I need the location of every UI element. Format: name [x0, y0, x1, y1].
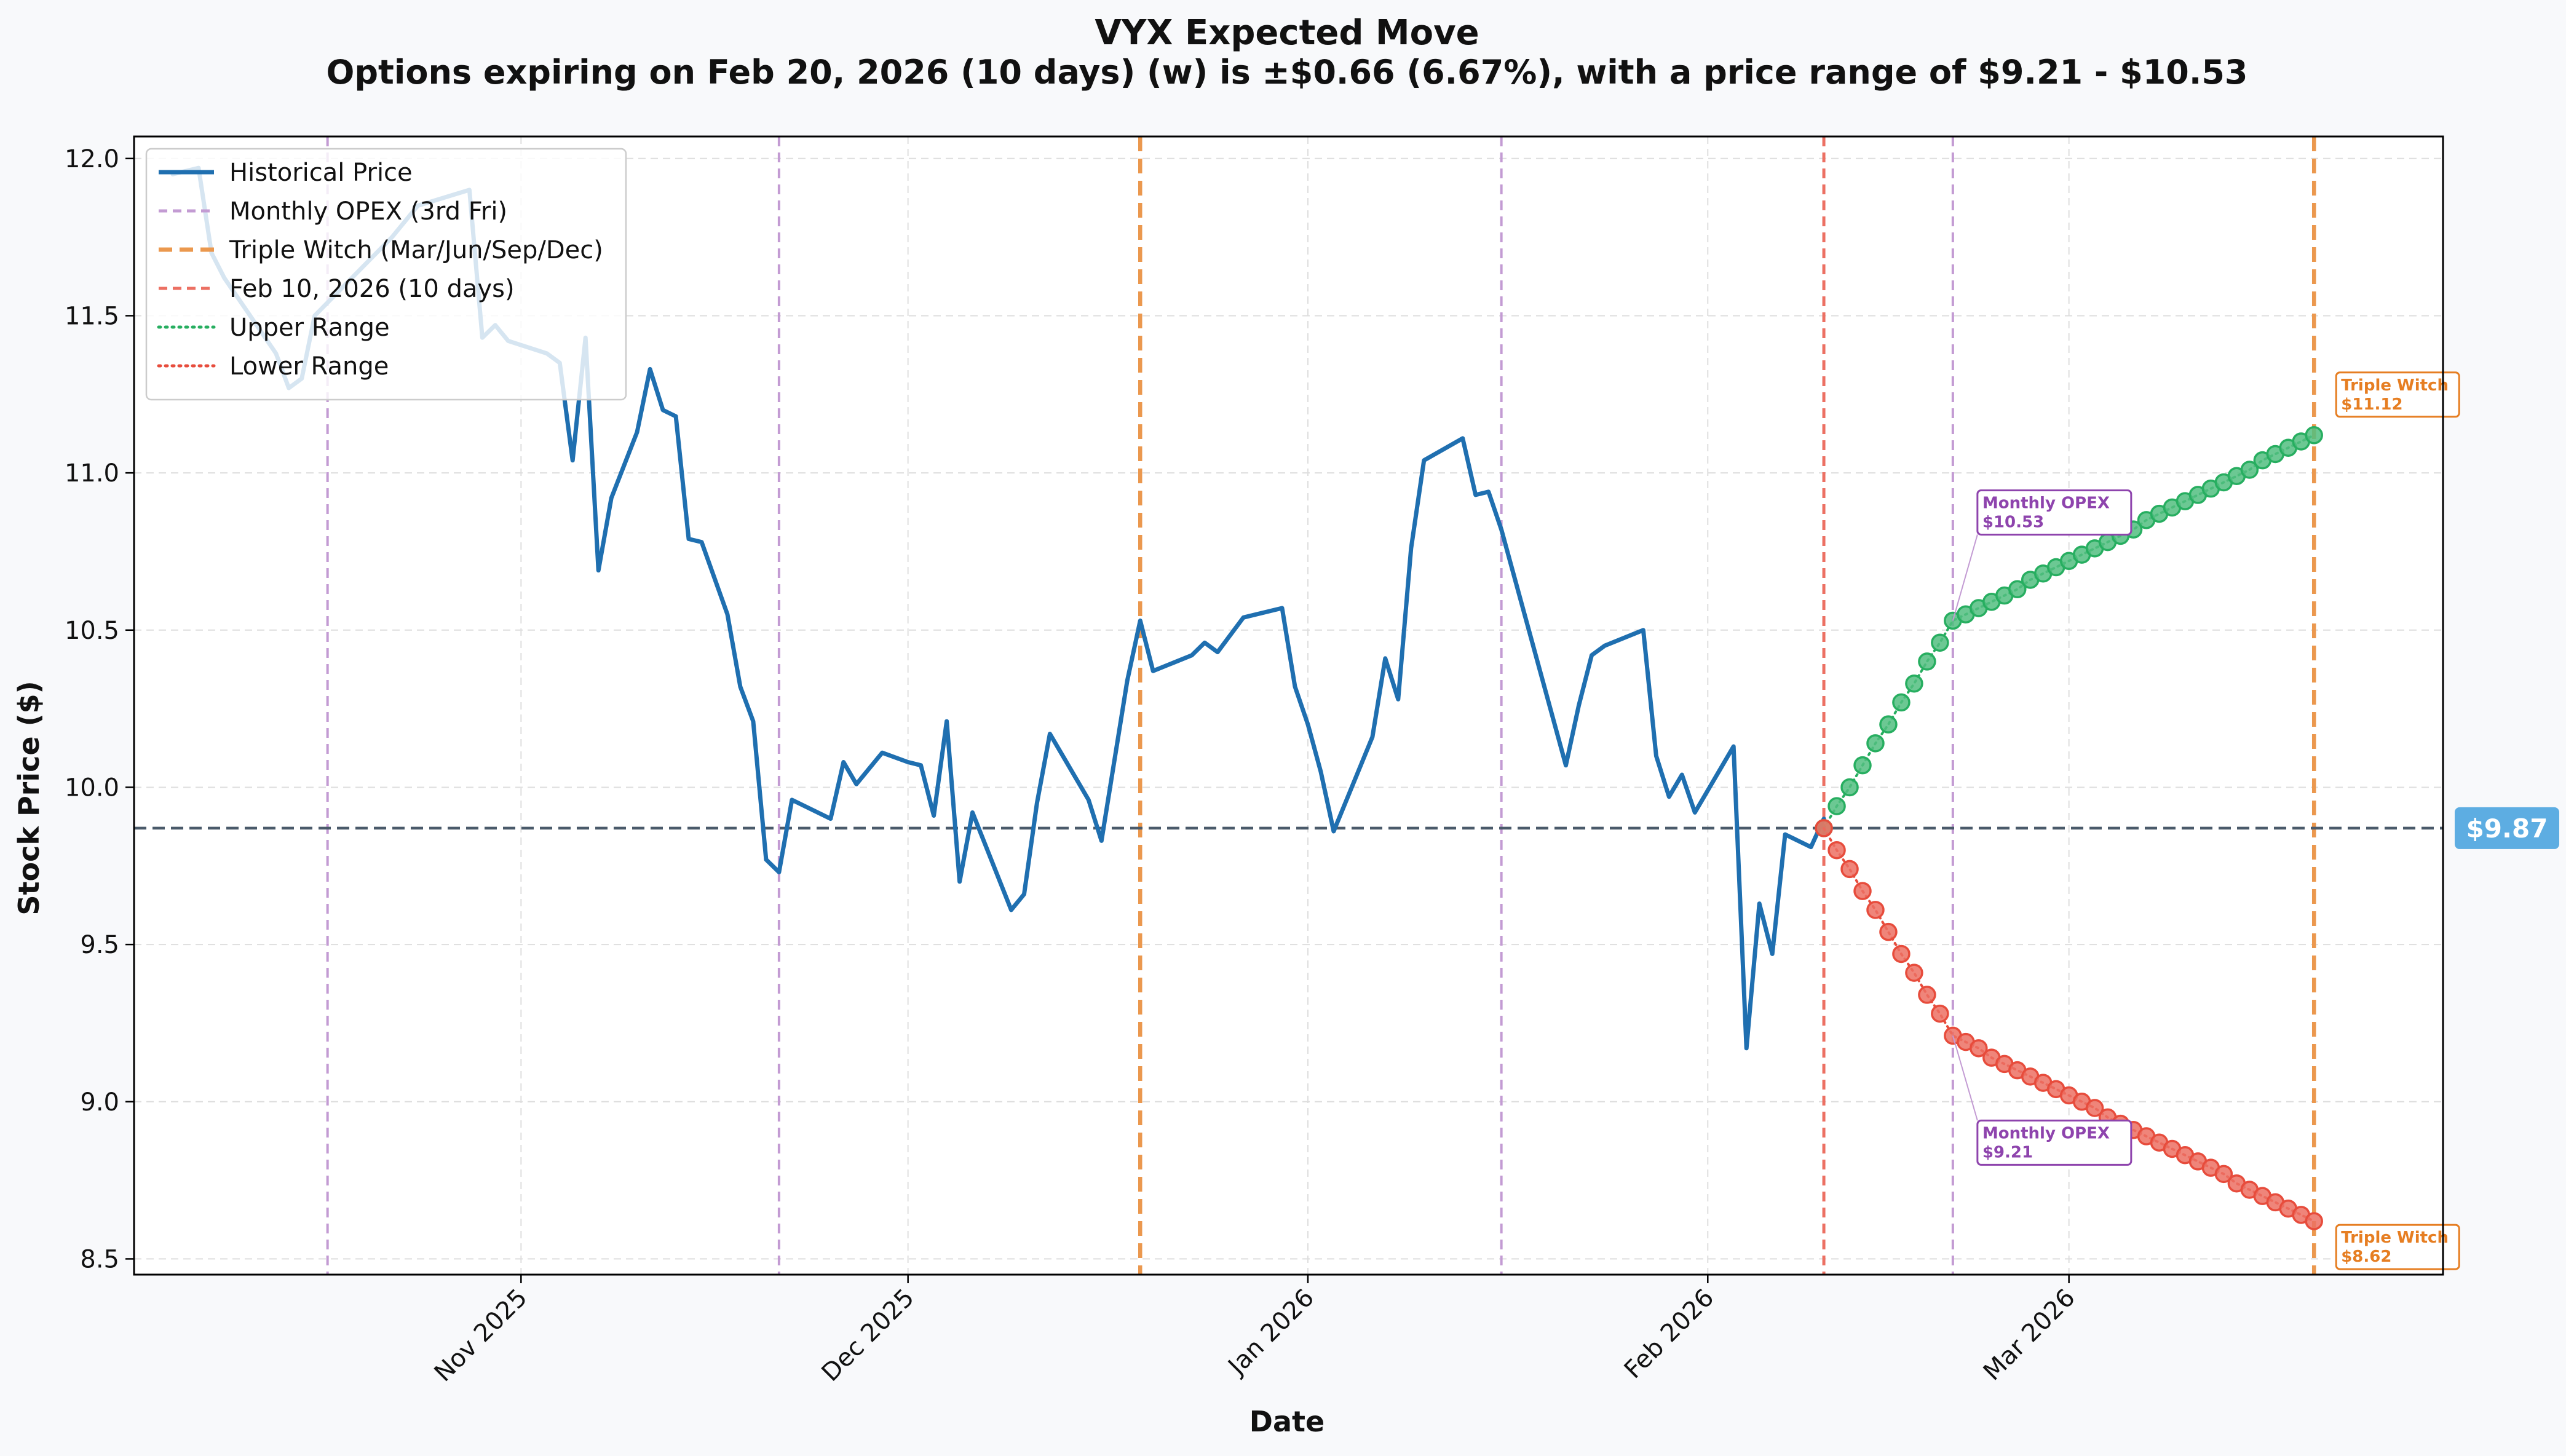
- annotation-value: $11.12: [2341, 395, 2402, 414]
- x-tick-label: Jan 2026: [1222, 1284, 1320, 1382]
- annotation-value: $10.53: [1982, 513, 2044, 531]
- upper-range-point: [1931, 633, 1949, 652]
- y-tick-label: 12.0: [65, 145, 119, 173]
- annotation-leader: [1952, 534, 1978, 621]
- current-price-badge: $9.87: [2455, 807, 2559, 849]
- lower-range-point: [1853, 882, 1872, 900]
- annotation-value: $8.62: [2341, 1248, 2391, 1266]
- annotation-box: [2335, 371, 2460, 418]
- upper-range-point: [1879, 715, 1898, 734]
- annotation-title: Monthly OPEX: [1982, 1124, 2110, 1142]
- annotation-value: $9.21: [1982, 1143, 2033, 1161]
- current-price-value: $9.87: [2466, 813, 2548, 844]
- annotation-box: [1976, 1119, 2132, 1166]
- upper-range-point: [1853, 756, 1872, 775]
- upper-range-point: [1866, 734, 1885, 753]
- y-tick-label: 10.0: [65, 774, 119, 802]
- grid: [134, 136, 2443, 1275]
- chart-title: VYX Expected Move: [1095, 13, 1479, 53]
- lower-range-point: [1892, 944, 1911, 963]
- legend-box: [145, 148, 627, 401]
- upper-range-point: [2008, 580, 2027, 599]
- annotation-title: Triple Witch: [2341, 1228, 2449, 1247]
- current-price-badge-bg: [2455, 807, 2559, 849]
- lower-range-point: [1827, 841, 1846, 860]
- y-tick-label: 8.5: [80, 1245, 119, 1273]
- plot-frame: [133, 135, 2444, 1276]
- lower-range-point: [1815, 819, 1833, 837]
- y-tick-label: 11.0: [65, 459, 119, 488]
- lower-range-point: [1970, 1039, 1988, 1058]
- y-axis: 8.5 9.0 9.5 10.0 10.5 11.0 11.5 12.0: [65, 145, 134, 1273]
- x-tick-label: Dec 2025: [816, 1284, 919, 1387]
- legend: Historical Price Monthly OPEX (3rd Fri) Tr…: [145, 148, 627, 401]
- y-tick-label: 9.5: [80, 931, 119, 959]
- x-tick-label: Feb 2026: [1619, 1284, 1720, 1385]
- upper-range-point: [1892, 693, 1911, 712]
- lower-range-point: [1918, 986, 1936, 1004]
- lower-range-point: [2085, 1099, 2104, 1117]
- lower-range-point: [1840, 860, 1859, 879]
- upper-range-point: [1827, 797, 1846, 815]
- x-axis: Nov 2025 Dec 2025 Jan 2026 Feb 2026 Mar 2026: [429, 1275, 2081, 1387]
- annotation-box: [2335, 1224, 2460, 1270]
- x-tick-label: Mar 2026: [1978, 1284, 2081, 1387]
- x-axis-label: Date: [1249, 1405, 1325, 1438]
- legend-label: Lower Range: [229, 352, 389, 381]
- annotation-title: Triple Witch: [2341, 376, 2449, 395]
- upper-range-point: [2305, 426, 2323, 445]
- y-tick-label: 9.0: [80, 1088, 119, 1117]
- upper-range-point: [2240, 461, 2259, 479]
- legend-label: Feb 10, 2026 (10 days): [229, 275, 515, 303]
- annotation-box: [1976, 489, 2132, 536]
- annotation-leader: [1952, 1035, 1978, 1121]
- x-tick-label: Nov 2025: [429, 1284, 533, 1388]
- lower-range-point: [2214, 1165, 2233, 1184]
- legend-label: Monthly OPEX (3rd Fri): [229, 197, 507, 226]
- y-tick-label: 10.5: [65, 617, 119, 645]
- legend-label: Upper Range: [229, 314, 390, 342]
- legend-label: Triple Witch (Mar/Jun/Sep/Dec): [229, 236, 603, 264]
- chart-subtitle: Options expiring on Feb 20, 2026 (10 day…: [326, 53, 2247, 92]
- upper-range-point: [1840, 778, 1859, 797]
- y-axis-label: Stock Price ($): [12, 681, 46, 915]
- lower-range-point: [2305, 1212, 2323, 1230]
- lower-range-point: [1931, 1004, 1949, 1023]
- lower-range-point: [1879, 922, 1898, 941]
- y-tick-label: 11.5: [65, 302, 119, 330]
- lower-range-point: [1866, 901, 1885, 919]
- lower-range-point: [1905, 963, 1923, 982]
- legend-label: Historical Price: [229, 159, 413, 187]
- upper-range-point: [1918, 652, 1936, 671]
- expiration-lines: [134, 136, 2443, 1275]
- annotation-title: Monthly OPEX: [1982, 494, 2110, 512]
- upper-range-point: [1905, 674, 1923, 693]
